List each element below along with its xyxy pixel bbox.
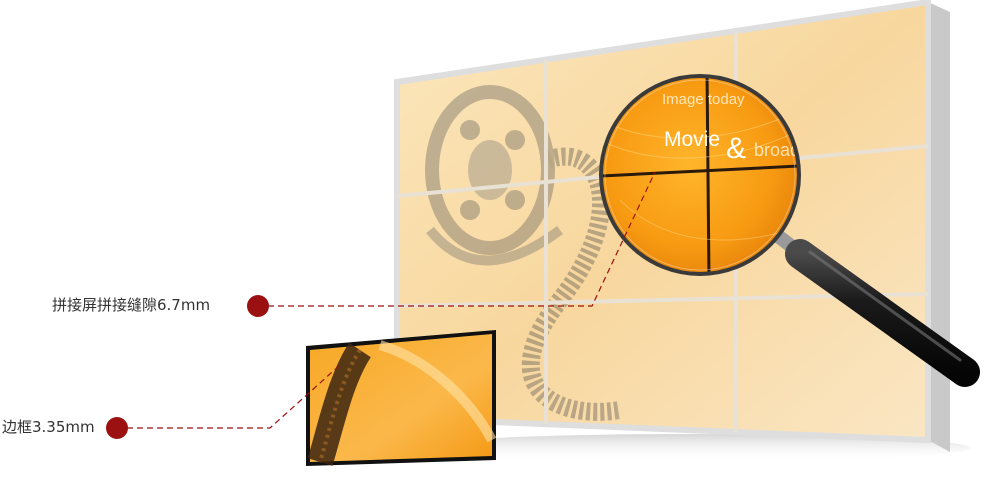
screen-text-amp: &: [726, 132, 746, 165]
magnifier-icon: Image today Movie & broadcast: [599, 74, 980, 387]
bezel-closeup-screen: [306, 330, 497, 466]
gap-annotation-label: 拼接屏拼接缝隙6.7mm: [52, 296, 211, 314]
bezel-marker-dot: [106, 417, 128, 439]
bezel-annotation-leader: [106, 364, 341, 439]
screen-text-movie: Movie: [664, 128, 720, 151]
film-reel-icon: [425, 85, 622, 421]
gap-marker-dot: [247, 295, 269, 317]
screen-text-line1: Image today: [662, 91, 745, 108]
wall-shadow: [410, 434, 970, 462]
screen-text-broadcast: broadcast: [754, 140, 833, 160]
bezel-annotation-label: 边框3.35mm: [2, 418, 95, 436]
gap-annotation-leader: [247, 171, 656, 317]
video-wall-side: [928, 2, 950, 452]
